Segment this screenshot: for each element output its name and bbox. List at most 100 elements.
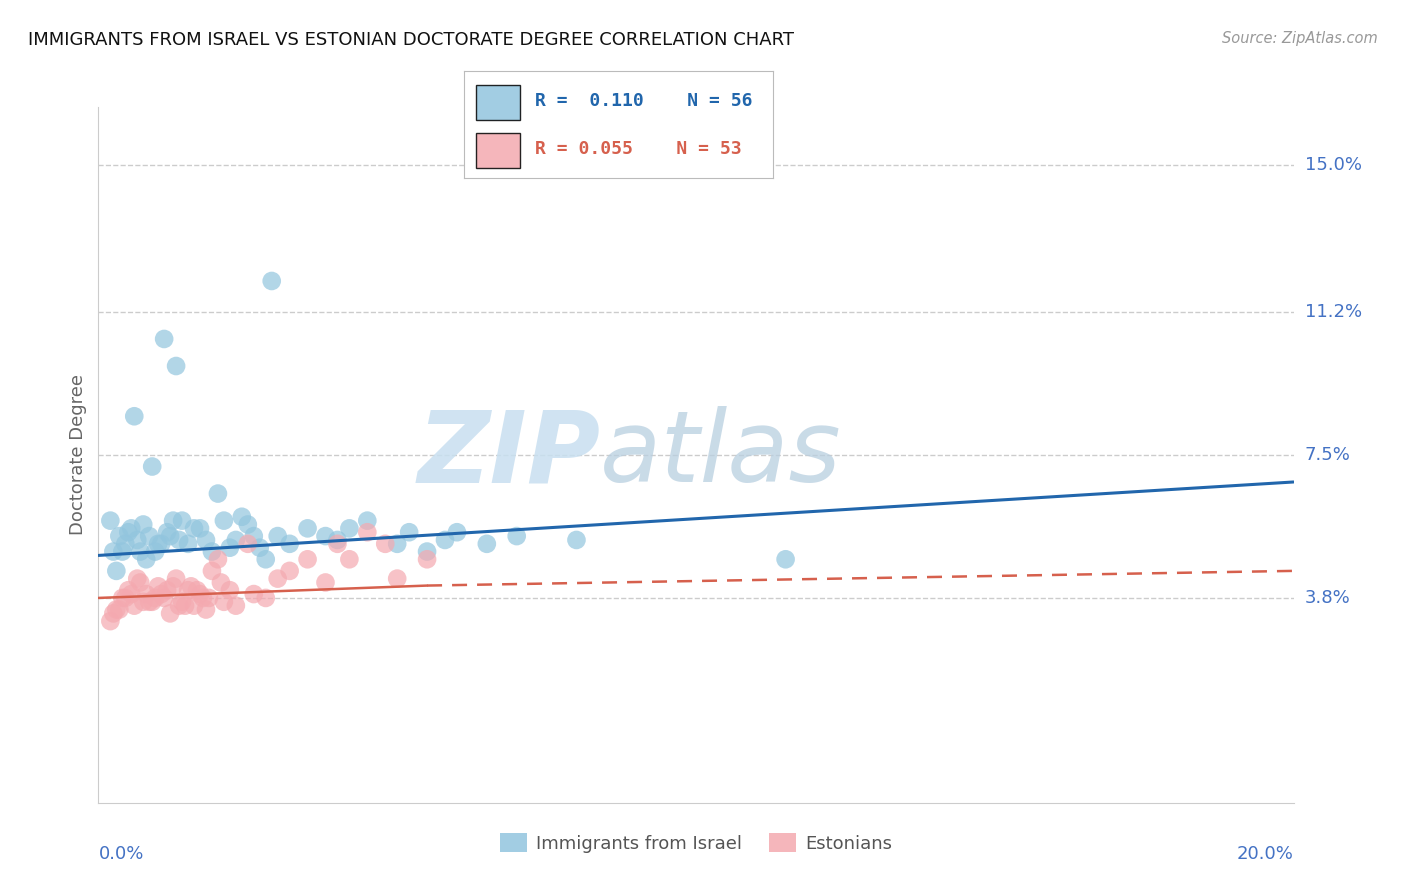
Point xyxy=(194,533,218,547)
Point xyxy=(103,607,125,621)
Point xyxy=(148,537,170,551)
Point xyxy=(212,514,235,528)
Point xyxy=(153,332,176,346)
Point xyxy=(278,564,301,578)
Text: 3.8%: 3.8% xyxy=(1305,589,1350,607)
Point xyxy=(212,595,235,609)
Point xyxy=(172,514,194,528)
Point xyxy=(127,533,149,547)
Point xyxy=(297,521,319,535)
Point xyxy=(183,599,205,613)
Point xyxy=(180,579,202,593)
Point xyxy=(385,537,409,551)
Point xyxy=(117,525,139,540)
Point xyxy=(194,602,218,616)
Text: 20.0%: 20.0% xyxy=(1237,845,1294,863)
Text: IMMIGRANTS FROM ISRAEL VS ESTONIAN DOCTORATE DEGREE CORRELATION CHART: IMMIGRANTS FROM ISRAEL VS ESTONIAN DOCTO… xyxy=(28,31,794,49)
Point xyxy=(138,529,160,543)
Point xyxy=(267,572,290,586)
Point xyxy=(236,537,259,551)
Point xyxy=(207,486,229,500)
Point xyxy=(314,575,337,590)
Point xyxy=(260,274,283,288)
Point xyxy=(209,575,232,590)
Point xyxy=(124,599,146,613)
FancyBboxPatch shape xyxy=(477,86,520,120)
Point xyxy=(416,552,439,566)
FancyBboxPatch shape xyxy=(477,134,520,168)
Point xyxy=(267,529,290,543)
Point xyxy=(191,591,214,605)
Point xyxy=(398,525,420,540)
Point xyxy=(127,572,149,586)
Point xyxy=(135,552,157,566)
Point xyxy=(150,537,173,551)
Point xyxy=(114,591,136,605)
Point xyxy=(506,529,529,543)
Text: atlas: atlas xyxy=(600,407,842,503)
Point xyxy=(124,409,146,424)
Point xyxy=(236,517,259,532)
Point xyxy=(249,541,271,555)
Point xyxy=(129,544,152,558)
Point xyxy=(165,572,187,586)
Point xyxy=(132,595,155,609)
Text: 0.0%: 0.0% xyxy=(98,845,143,863)
Point xyxy=(356,525,378,540)
Y-axis label: Doctorate Degree: Doctorate Degree xyxy=(69,375,87,535)
Point xyxy=(159,607,181,621)
Point xyxy=(167,599,190,613)
Point xyxy=(183,521,205,535)
Text: Source: ZipAtlas.com: Source: ZipAtlas.com xyxy=(1222,31,1378,46)
Point xyxy=(129,575,152,590)
Point xyxy=(198,591,221,605)
Point xyxy=(111,544,134,558)
Point xyxy=(326,537,349,551)
Point xyxy=(156,525,179,540)
Point xyxy=(159,529,181,543)
Point xyxy=(201,544,224,558)
Point xyxy=(150,587,173,601)
Point xyxy=(114,537,136,551)
Point xyxy=(201,564,224,578)
Point xyxy=(132,517,155,532)
Point xyxy=(254,552,277,566)
Point xyxy=(254,591,277,605)
Point xyxy=(326,533,349,547)
Point xyxy=(339,552,360,566)
Point xyxy=(231,509,253,524)
Point xyxy=(153,591,176,605)
Legend: Immigrants from Israel, Estonians: Immigrants from Israel, Estonians xyxy=(492,826,900,860)
Point xyxy=(339,521,360,535)
Point xyxy=(243,529,266,543)
Text: 11.2%: 11.2% xyxy=(1305,303,1362,321)
Text: R = 0.055    N = 53: R = 0.055 N = 53 xyxy=(536,141,742,159)
Point xyxy=(374,537,396,551)
Point xyxy=(446,525,468,540)
Point xyxy=(111,591,134,605)
Text: ZIP: ZIP xyxy=(418,407,600,503)
Text: R =  0.110    N = 56: R = 0.110 N = 56 xyxy=(536,93,752,111)
Point xyxy=(108,602,131,616)
Point xyxy=(162,579,184,593)
Point xyxy=(297,552,319,566)
Point xyxy=(225,599,247,613)
Point xyxy=(172,595,194,609)
Point xyxy=(162,514,184,528)
Point xyxy=(775,552,797,566)
Point xyxy=(565,533,588,547)
Point xyxy=(314,529,337,543)
Point xyxy=(143,544,166,558)
Point xyxy=(141,459,163,474)
Point xyxy=(416,544,439,558)
Point xyxy=(105,602,128,616)
Point xyxy=(433,533,456,547)
Point xyxy=(143,591,166,605)
Point xyxy=(141,595,163,609)
Text: 15.0%: 15.0% xyxy=(1305,156,1361,174)
Point xyxy=(103,544,125,558)
Point xyxy=(219,583,242,598)
Point xyxy=(135,587,157,601)
Point xyxy=(356,514,378,528)
Point xyxy=(243,587,266,601)
